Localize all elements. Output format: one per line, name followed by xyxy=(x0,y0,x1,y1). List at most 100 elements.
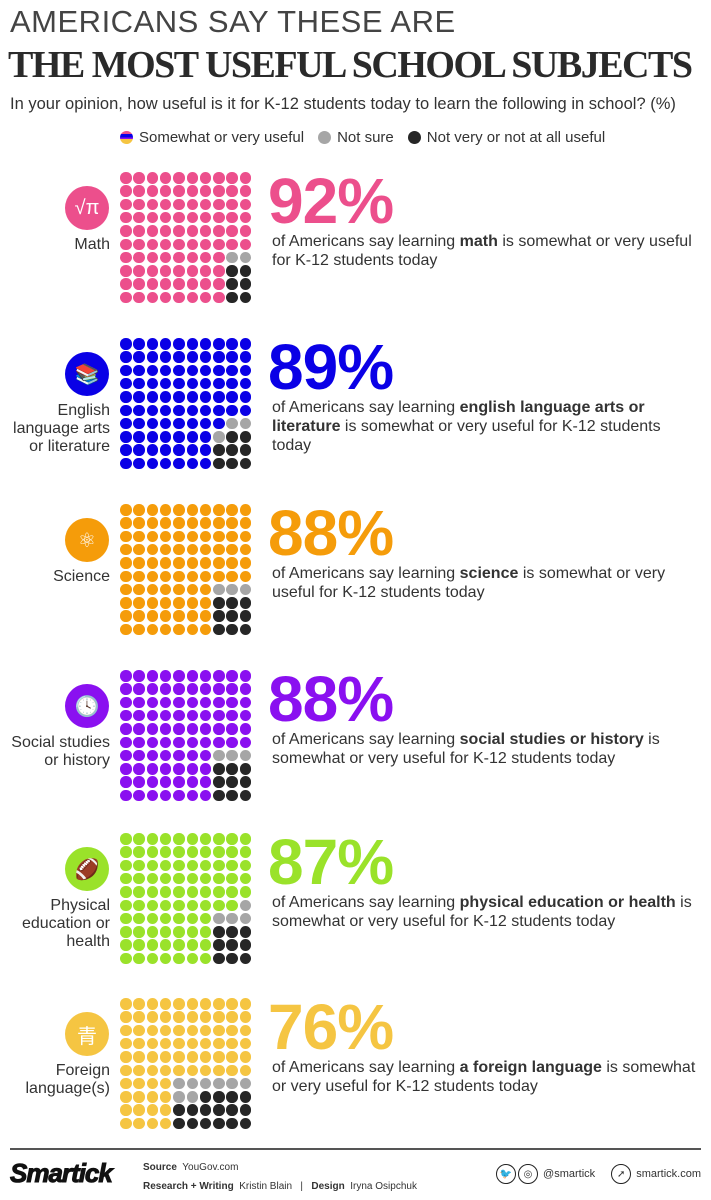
dot-useful xyxy=(146,211,159,224)
desc-text: is somewhat or very useful for K-12 stud… xyxy=(272,731,660,767)
dot-useful xyxy=(186,1051,198,1063)
dot-useful xyxy=(226,872,238,885)
dot-useful xyxy=(173,899,185,911)
instagram-icon[interactable]: ◎ xyxy=(517,1164,538,1184)
dot-not-sure xyxy=(213,1077,225,1090)
dot-useful xyxy=(133,1011,145,1023)
dot-useful xyxy=(186,597,198,609)
dot-useful xyxy=(120,709,132,722)
dot-useful xyxy=(159,1091,172,1103)
dot-useful xyxy=(173,457,185,470)
dot-useful xyxy=(226,998,238,1010)
dot-useful xyxy=(226,504,238,516)
dot-useful xyxy=(159,238,172,250)
social-handle[interactable]: @smartick xyxy=(543,1168,596,1180)
desc-subject: english language arts or literature xyxy=(272,399,645,435)
dot-useful xyxy=(146,696,159,709)
desc-text: of Americans say learning xyxy=(272,1059,460,1076)
dot-useful xyxy=(120,833,132,845)
dot-useful xyxy=(146,517,159,529)
dot-useful xyxy=(159,530,172,543)
dot-useful xyxy=(213,291,225,304)
dot-useful xyxy=(120,1091,132,1103)
dot-useful xyxy=(133,872,145,885)
dot-not-useful xyxy=(213,789,225,802)
dot-useful xyxy=(146,610,159,622)
dot-useful xyxy=(133,998,145,1010)
dot-useful xyxy=(186,530,198,543)
dot-useful xyxy=(226,377,238,390)
dot-useful xyxy=(239,1037,252,1050)
dot-useful xyxy=(133,530,145,543)
dot-useful xyxy=(133,926,145,938)
dot-useful xyxy=(159,1104,172,1116)
dot-useful xyxy=(173,1037,185,1050)
dot-useful xyxy=(173,504,185,516)
dot-useful xyxy=(173,225,185,237)
dot-useful xyxy=(133,776,145,788)
dot-useful xyxy=(146,417,159,430)
percent-value: 88% xyxy=(268,497,394,569)
twitter-icon[interactable]: 🐦 xyxy=(495,1164,516,1184)
dot-useful xyxy=(133,709,145,722)
dot-useful xyxy=(239,833,252,845)
dot-not-useful xyxy=(239,291,252,304)
dot-useful xyxy=(213,172,225,184)
dot-useful xyxy=(213,391,225,403)
dot-useful xyxy=(186,364,198,377)
dot-useful xyxy=(186,709,198,722)
dot-useful xyxy=(186,846,198,858)
language-books-icon: 青 xyxy=(65,1012,109,1056)
dot-useful xyxy=(199,251,212,264)
dot-useful xyxy=(120,623,132,636)
dot-not-sure xyxy=(239,417,252,430)
dot-useful xyxy=(120,939,132,951)
dot-useful xyxy=(120,543,132,556)
dot-useful xyxy=(239,1024,252,1037)
subject-section: 青 Foreign language(s) 76% of Americans s… xyxy=(0,991,711,1138)
dot-useful xyxy=(133,912,145,925)
dot-not-useful xyxy=(226,431,238,443)
dot-useful xyxy=(213,530,225,543)
dot-useful xyxy=(133,583,145,596)
dot-useful xyxy=(173,278,185,290)
dot-useful xyxy=(120,846,132,858)
dot-useful xyxy=(213,998,225,1010)
dot-useful xyxy=(159,291,172,304)
kicker-title: AMERICANS SAY THESE ARE xyxy=(10,4,456,39)
description: of Americans say learning math is somewh… xyxy=(272,232,702,270)
dot-not-useful xyxy=(213,1117,225,1130)
dot-useful xyxy=(186,912,198,925)
legend-item-useful: Somewhat or very useful xyxy=(120,129,304,146)
dot-useful xyxy=(120,504,132,516)
dot-not-useful xyxy=(239,457,252,470)
desc-text: is somewhat or very useful for K-12 stud… xyxy=(272,894,692,930)
website-link[interactable]: smartick.com xyxy=(636,1168,701,1180)
dot-useful xyxy=(226,886,238,898)
dot-useful xyxy=(146,265,159,277)
dot-not-sure xyxy=(226,251,238,264)
dot-useful xyxy=(133,417,145,430)
dot-useful xyxy=(213,225,225,237)
subject-section: √π Math 92% of Americans say learning ma… xyxy=(0,165,711,312)
dot-useful xyxy=(146,185,159,197)
dot-useful xyxy=(186,952,198,965)
dot-useful xyxy=(213,238,225,250)
dot-not-useful xyxy=(226,597,238,609)
dot-useful xyxy=(173,846,185,858)
dot-useful xyxy=(199,670,212,682)
percent-value: 89% xyxy=(268,331,394,403)
dot-useful xyxy=(146,846,159,858)
dot-not-useful xyxy=(239,597,252,609)
dot-useful xyxy=(146,364,159,377)
dot-useful xyxy=(120,251,132,264)
dot-useful xyxy=(120,391,132,403)
dot-useful xyxy=(239,211,252,224)
dot-useful xyxy=(146,251,159,264)
dot-useful xyxy=(239,391,252,403)
dot-useful xyxy=(213,570,225,582)
subject-section: ⚛ Science 88% of Americans say learning … xyxy=(0,497,711,644)
dot-useful xyxy=(173,291,185,304)
dot-useful xyxy=(159,225,172,237)
dot-useful xyxy=(213,859,225,872)
